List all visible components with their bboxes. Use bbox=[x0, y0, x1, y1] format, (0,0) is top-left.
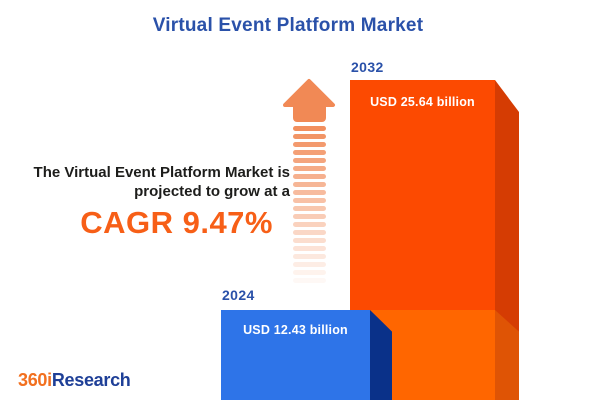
bar-2032-year-label: 2032 bbox=[351, 59, 384, 75]
tagline-line-2: projected to grow at a bbox=[134, 183, 290, 200]
growth-arrow-head bbox=[283, 79, 335, 107]
tagline: The Virtual Event Platform Market is pro… bbox=[0, 163, 290, 239]
growth-arrow-stripes bbox=[293, 126, 326, 283]
brand-logo: 360iResearch bbox=[18, 370, 131, 391]
page-title: Virtual Event Platform Market bbox=[152, 15, 424, 36]
growth-arrow-icon bbox=[283, 79, 335, 283]
tagline-line-1: The Virtual Event Platform Market is bbox=[33, 164, 290, 181]
cagr-value: CAGR 9.47% bbox=[80, 205, 273, 240]
bar-2024-year-label: 2024 bbox=[222, 287, 255, 303]
bar-2024-value-label: USD 12.43 billion bbox=[243, 323, 348, 337]
brand-logo-suffix: Research bbox=[51, 370, 131, 390]
growth-arrow-stem bbox=[293, 103, 326, 122]
bar-2032-value-label: USD 25.64 billion bbox=[370, 95, 475, 109]
bar-2024-3d-side bbox=[370, 310, 392, 400]
brand-logo-prefix: 360i bbox=[18, 370, 52, 390]
bar-2024 bbox=[221, 310, 370, 400]
